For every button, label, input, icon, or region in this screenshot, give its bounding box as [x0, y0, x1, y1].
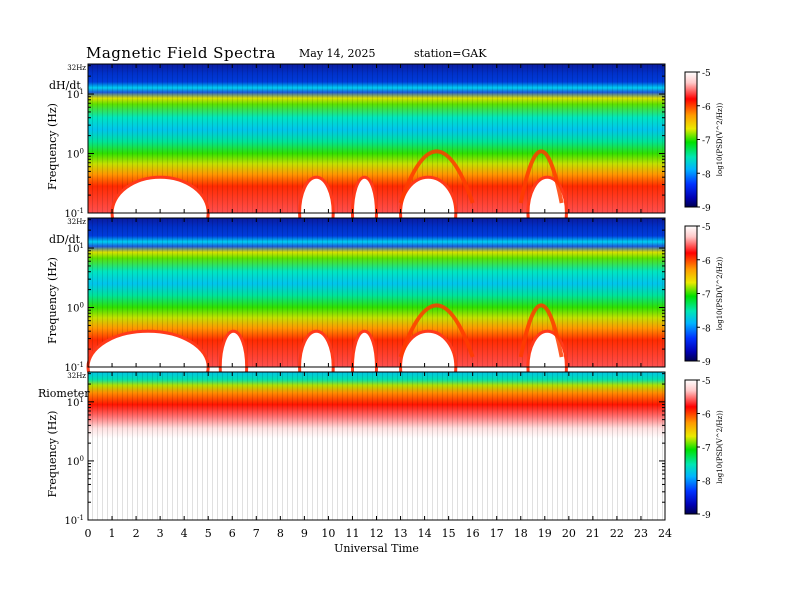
x-tick-label: 21	[586, 527, 600, 540]
x-tick-label: 10	[321, 527, 335, 540]
emission-arch	[398, 303, 475, 358]
colorbar-tick-label: -6	[702, 103, 711, 113]
colorbar-tick-label: -7	[702, 444, 711, 454]
panel-label: dH/dt	[49, 79, 81, 92]
y-tick-label: 10-1	[64, 514, 84, 527]
colorbar-tick-label: -7	[702, 137, 711, 147]
x-tick-label: 23	[634, 527, 648, 540]
colorbar-tick-label: -6	[702, 411, 711, 421]
colorbar	[684, 225, 698, 362]
colorbar-tick-label: -5	[702, 223, 711, 233]
y-axis-label: Frequency (Hz)	[46, 411, 59, 498]
emission-arch	[398, 149, 475, 204]
x-tick-label: 20	[562, 527, 576, 540]
x-tick-label: 0	[85, 527, 92, 540]
x-tick-label: 7	[253, 527, 260, 540]
colorbar-tick-label: -8	[702, 324, 711, 334]
x-tick-label: 18	[514, 527, 528, 540]
colorbar-tick-label: -5	[702, 69, 711, 79]
x-tick-label: 19	[538, 527, 552, 540]
colorbar-tick-label: -9	[702, 358, 711, 368]
y-top-label: 32Hz	[67, 372, 86, 380]
x-tick-label: 9	[301, 527, 308, 540]
x-tick-label: 2	[133, 527, 140, 540]
colorbar-label: log10(PSD(V^2/Hz))	[716, 257, 724, 331]
x-tick-label: 15	[442, 527, 456, 540]
colorbar-label: log10(PSD(V^2/Hz))	[716, 410, 724, 484]
y-axis-label: Frequency (Hz)	[46, 257, 59, 344]
x-tick-label: 17	[490, 527, 504, 540]
panel-label: dD/dt	[49, 233, 81, 246]
x-tick-label: 16	[466, 527, 480, 540]
chart-title: Magnetic Field Spectra	[86, 44, 276, 62]
x-tick-label: 22	[610, 527, 624, 540]
spectrogram-texture	[88, 372, 665, 520]
emission-arch	[518, 149, 564, 204]
y-top-label: 32Hz	[67, 64, 86, 72]
station-label: station=GAK	[414, 47, 487, 60]
x-tick-label: 8	[277, 527, 284, 540]
colorbar-label: log10(PSD(V^2/Hz))	[716, 103, 724, 177]
panel-label: Riometer	[38, 387, 90, 400]
y-tick-label: 100	[67, 148, 84, 161]
colorbar	[684, 71, 698, 208]
date-label: May 14, 2025	[299, 47, 376, 60]
colorbar-tick-label: -9	[702, 511, 711, 521]
x-tick-label: 11	[345, 527, 359, 540]
colorbar-tick-label: -8	[702, 170, 711, 180]
colorbar-tick-label: -6	[702, 257, 711, 267]
x-tick-label: 5	[205, 527, 212, 540]
colorbar-tick-label: -7	[702, 291, 711, 301]
x-tick-label: 6	[229, 527, 236, 540]
x-tick-label: 4	[181, 527, 188, 540]
x-tick-label: 1	[109, 527, 116, 540]
x-tick-label: 24	[658, 527, 672, 540]
x-axis-label: Universal Time	[334, 542, 419, 555]
x-tick-label: 13	[394, 527, 408, 540]
colorbar-tick-label: -5	[702, 377, 711, 387]
colorbar	[684, 379, 698, 515]
emission-arch	[518, 303, 564, 358]
y-top-label: 32Hz	[67, 218, 86, 226]
y-tick-label: 100	[67, 302, 84, 315]
colorbar-tick-label: -8	[702, 478, 711, 488]
y-tick-label: 100	[67, 455, 84, 468]
x-tick-label: 3	[157, 527, 164, 540]
x-tick-label: 14	[418, 527, 432, 540]
colorbar-tick-label: -9	[702, 204, 711, 214]
y-axis-label: Frequency (Hz)	[46, 103, 59, 190]
x-tick-label: 12	[370, 527, 384, 540]
